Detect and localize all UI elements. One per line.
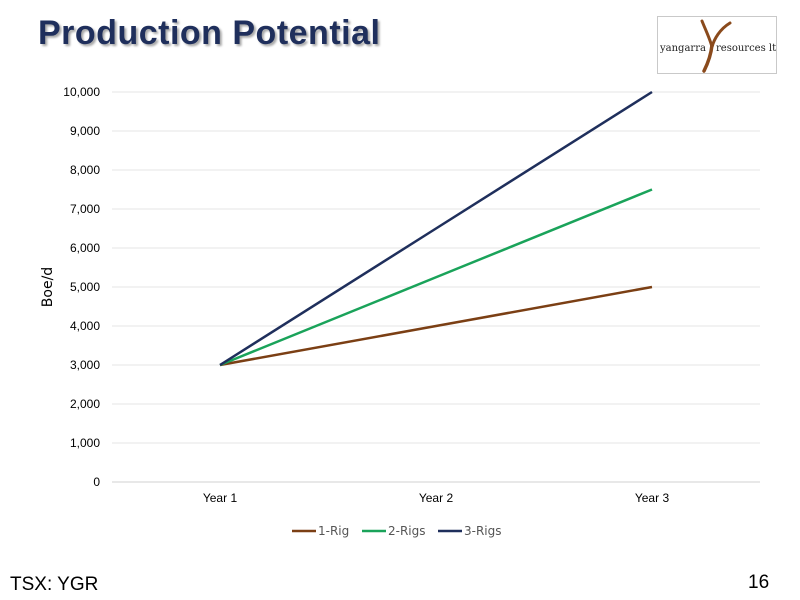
y-tick-label: 7,000 bbox=[70, 202, 100, 216]
y-tick-label: 5,000 bbox=[70, 280, 100, 294]
y-tick-label: 4,000 bbox=[70, 319, 100, 333]
y-tick-label: 0 bbox=[93, 475, 100, 489]
y-tick-label: 6,000 bbox=[70, 241, 100, 255]
logo-graphic: yangarra resources ltd. bbox=[659, 19, 786, 73]
svg-text:yangarra: yangarra bbox=[659, 43, 706, 54]
x-tick-label: Year 3 bbox=[635, 491, 670, 505]
series-line-2-rigs bbox=[219, 188, 653, 367]
ticker-footer: TSX: YGR bbox=[10, 574, 99, 595]
legend-label: 2-Rigs bbox=[388, 524, 426, 538]
y-axis-label: Boe/d bbox=[40, 267, 56, 307]
series-lines bbox=[219, 90, 653, 367]
slide-title: Production Potential bbox=[38, 14, 381, 52]
y-axis-ticks: 0 1,000 2,000 3,000 4,000 5,000 6,000 7,000 8,00… bbox=[63, 85, 100, 489]
page-number: 16 bbox=[748, 572, 770, 593]
y-tick-label: 10,000 bbox=[63, 85, 100, 99]
y-tick-label: 3,000 bbox=[70, 358, 100, 372]
series-line-1-rig bbox=[219, 285, 653, 367]
svg-text:resources ltd.: resources ltd. bbox=[716, 43, 776, 54]
chart-legend: 1-Rig 2-Rigs 3-Rigs bbox=[292, 524, 502, 538]
x-tick-label: Year 1 bbox=[203, 491, 238, 505]
production-chart: 0 1,000 2,000 3,000 4,000 5,000 6,000 7,000 8,00… bbox=[40, 85, 760, 538]
y-tick-label: 1,000 bbox=[70, 436, 100, 450]
gridlines bbox=[112, 91, 760, 444]
y-tick-label: 2,000 bbox=[70, 397, 100, 411]
series-line-3-rigs bbox=[219, 90, 653, 367]
y-tick-label: 9,000 bbox=[70, 124, 100, 138]
x-axis-ticks: Year 1 Year 2 Year 3 bbox=[203, 491, 670, 505]
legend-label: 3-Rigs bbox=[464, 524, 502, 538]
legend-label: 1-Rig bbox=[318, 524, 349, 538]
x-tick-label: Year 2 bbox=[419, 491, 454, 505]
company-logo: yangarra resources ltd. bbox=[657, 16, 786, 74]
y-tick-label: 8,000 bbox=[70, 163, 100, 177]
